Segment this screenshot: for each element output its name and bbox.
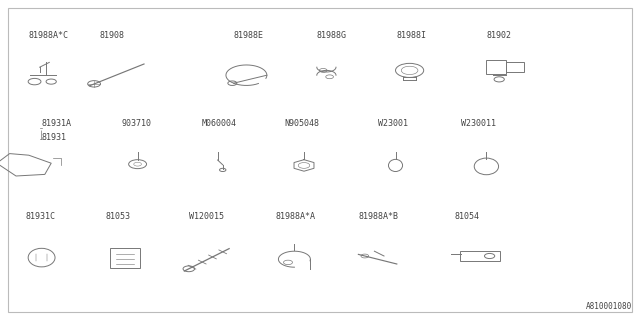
Text: 81988A*A: 81988A*A <box>275 212 315 221</box>
Text: 81931C: 81931C <box>26 212 56 221</box>
Text: W23001: W23001 <box>378 119 408 128</box>
Text: 81931A: 81931A <box>42 119 72 128</box>
Text: 81988G: 81988G <box>317 31 347 40</box>
Text: W120015: W120015 <box>189 212 224 221</box>
Text: 81931: 81931 <box>42 133 67 142</box>
Text: 903710: 903710 <box>122 119 152 128</box>
Text: A810001080: A810001080 <box>586 302 632 311</box>
Text: 81988E: 81988E <box>234 31 264 40</box>
Text: 81053: 81053 <box>106 212 131 221</box>
Text: 81054: 81054 <box>454 212 479 221</box>
Text: 81988I: 81988I <box>397 31 427 40</box>
Text: N905048: N905048 <box>285 119 320 128</box>
Text: M060004: M060004 <box>202 119 237 128</box>
Text: 81902: 81902 <box>486 31 511 40</box>
Text: 81908: 81908 <box>99 31 124 40</box>
Text: 81988A*C: 81988A*C <box>29 31 69 40</box>
Text: W230011: W230011 <box>461 119 496 128</box>
Text: 81988A*B: 81988A*B <box>358 212 398 221</box>
